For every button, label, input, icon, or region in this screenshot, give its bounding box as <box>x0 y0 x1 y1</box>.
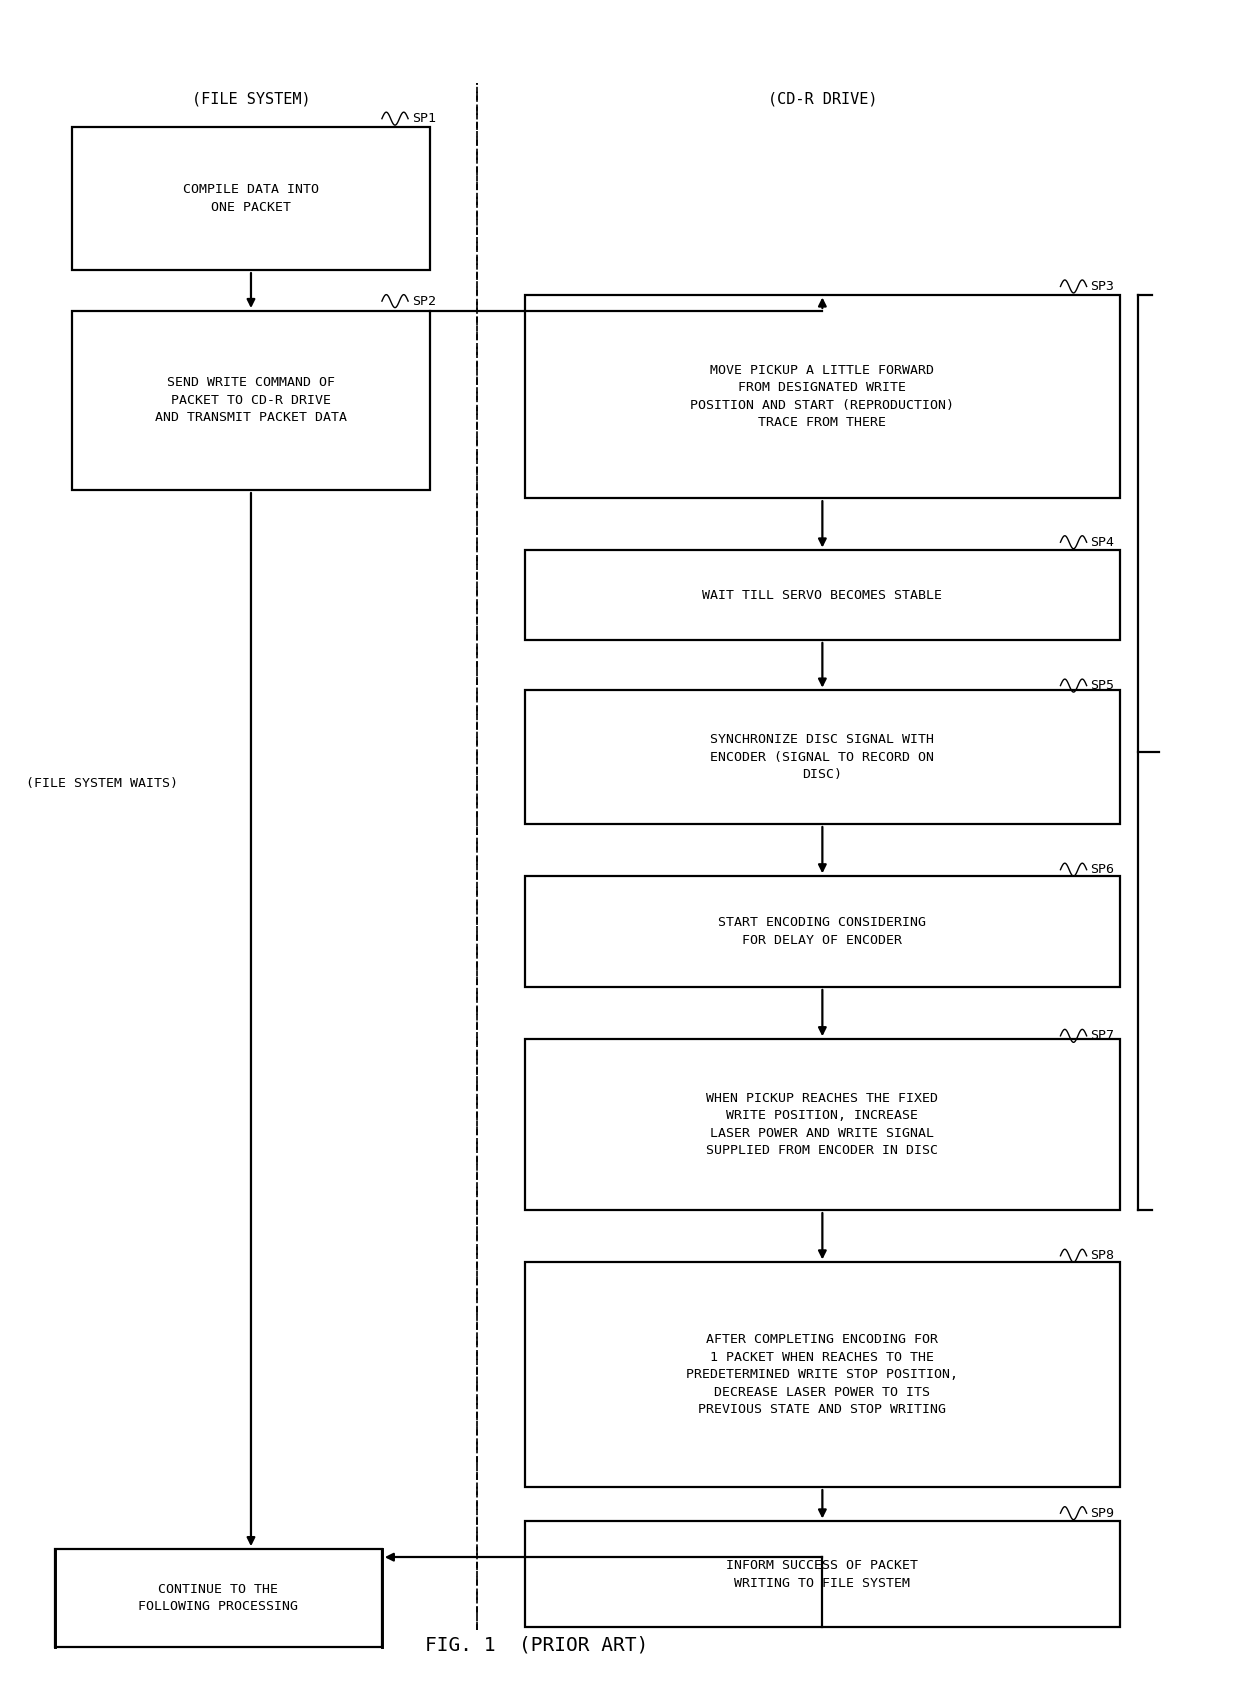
Bar <box>525 1521 1120 1627</box>
Bar <box>525 295 1120 499</box>
Text: SP9: SP9 <box>1090 1507 1115 1521</box>
Text: SEND WRITE COMMAND OF
PACKET TO CD-R DRIVE
AND TRANSMIT PACKET DATA: SEND WRITE COMMAND OF PACKET TO CD-R DRI… <box>155 377 347 424</box>
Text: SP2: SP2 <box>412 295 435 307</box>
Bar <box>72 127 429 270</box>
Bar <box>55 1549 382 1646</box>
Bar <box>525 876 1120 988</box>
Text: COMPILE DATA INTO
ONE PACKET: COMPILE DATA INTO ONE PACKET <box>184 183 319 214</box>
Bar <box>525 1263 1120 1487</box>
Text: WAIT TILL SERVO BECOMES STABLE: WAIT TILL SERVO BECOMES STABLE <box>702 589 942 602</box>
Text: SP3: SP3 <box>1090 280 1115 294</box>
Text: SP4: SP4 <box>1090 536 1115 548</box>
Text: CONTINUE TO THE
FOLLOWING PROCESSING: CONTINUE TO THE FOLLOWING PROCESSING <box>138 1583 299 1614</box>
Text: START ENCODING CONSIDERING
FOR DELAY OF ENCODER: START ENCODING CONSIDERING FOR DELAY OF … <box>718 916 926 947</box>
Text: SP7: SP7 <box>1090 1030 1115 1042</box>
Text: SP8: SP8 <box>1090 1249 1115 1263</box>
Bar <box>525 691 1120 825</box>
Text: WHEN PICKUP REACHES THE FIXED
WRITE POSITION, INCREASE
LASER POWER AND WRITE SIG: WHEN PICKUP REACHES THE FIXED WRITE POSI… <box>707 1091 939 1157</box>
Text: INFORM SUCCESS OF PACKET
WRITING TO FILE SYSTEM: INFORM SUCCESS OF PACKET WRITING TO FILE… <box>727 1560 919 1590</box>
Text: FIG. 1  (PRIOR ART): FIG. 1 (PRIOR ART) <box>425 1636 649 1655</box>
Text: SP1: SP1 <box>412 112 435 126</box>
Text: SP5: SP5 <box>1090 679 1115 692</box>
Text: MOVE PICKUP A LITTLE FORWARD
FROM DESIGNATED WRITE
POSITION AND START (REPRODUCT: MOVE PICKUP A LITTLE FORWARD FROM DESIGN… <box>691 363 955 429</box>
Text: (CD-R DRIVE): (CD-R DRIVE) <box>768 92 877 107</box>
Text: (FILE SYSTEM WAITS): (FILE SYSTEM WAITS) <box>26 777 179 789</box>
Text: SP6: SP6 <box>1090 864 1115 876</box>
Bar <box>525 1039 1120 1210</box>
Bar <box>525 550 1120 640</box>
Text: (FILE SYSTEM): (FILE SYSTEM) <box>192 92 310 107</box>
Text: AFTER COMPLETING ENCODING FOR
1 PACKET WHEN REACHES TO THE
PREDETERMINED WRITE S: AFTER COMPLETING ENCODING FOR 1 PACKET W… <box>687 1334 959 1417</box>
Text: SYNCHRONIZE DISC SIGNAL WITH
ENCODER (SIGNAL TO RECORD ON
DISC): SYNCHRONIZE DISC SIGNAL WITH ENCODER (SI… <box>711 733 935 781</box>
Bar <box>72 311 429 490</box>
